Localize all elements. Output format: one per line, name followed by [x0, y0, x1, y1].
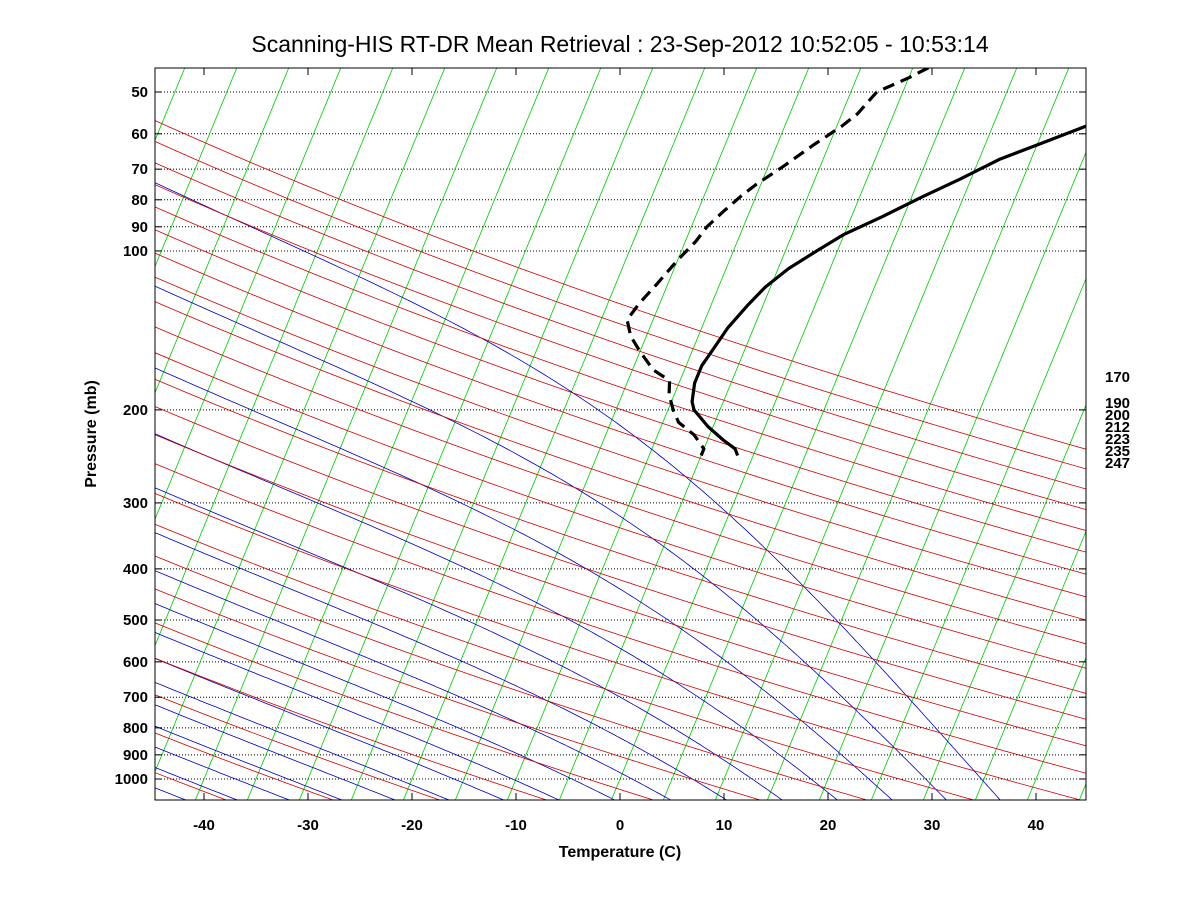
- y-tick-label: 700: [123, 689, 148, 706]
- dry-adiabat: [155, 120, 1086, 450]
- y-tick-label: 300: [123, 495, 148, 512]
- isotherm: [155, 68, 446, 773]
- y-tick-label: 60: [131, 126, 148, 143]
- isotherm: [766, 68, 1070, 800]
- isotherm: [870, 277, 1086, 800]
- x-tick-label: 10: [716, 817, 733, 834]
- x-tick-label: -30: [297, 817, 319, 834]
- isotherm: [922, 403, 1086, 800]
- y-axis-label: Pressure (mb): [83, 380, 100, 488]
- moist-adiabat: [155, 681, 450, 800]
- isotherm: [610, 68, 914, 800]
- isotherm: [818, 151, 1086, 800]
- profile-series: [625, 68, 1086, 457]
- moist-adiabat: [155, 570, 672, 800]
- moist-adiabat: [155, 367, 893, 800]
- x-tick-label: 30: [924, 817, 941, 834]
- y-tick-label: 50: [131, 84, 148, 101]
- y-tick-label: 1000: [115, 771, 148, 788]
- dry-adiabat: [155, 588, 762, 800]
- dry-adiabat: [155, 184, 1086, 510]
- moist-adiabat: [155, 182, 1001, 800]
- right-label: 247: [1105, 455, 1130, 472]
- dry-adiabat: [155, 352, 1086, 669]
- dry-adiabat: [155, 162, 1086, 490]
- dry-adiabat: [155, 229, 1086, 553]
- moist-adiabat: [155, 704, 396, 800]
- isotherm: [155, 68, 290, 394]
- isotherm: [402, 68, 706, 800]
- moist-adiabat: [155, 603, 616, 800]
- y-tick-label: 800: [123, 720, 148, 737]
- dry-adiabat-lines: [155, 120, 1086, 800]
- right-label: 223: [1105, 431, 1130, 448]
- x-axis-ticks: -40 -30 -20 -10 0 10 20 30 40: [193, 68, 1044, 834]
- x-axis-label: Temperature (C): [559, 844, 681, 861]
- dry-adiabat: [155, 523, 976, 800]
- x-tick-label: -10: [505, 817, 527, 834]
- isotherm: [246, 68, 550, 800]
- y-tick-label: 500: [123, 612, 148, 629]
- solid-profile-line: [690, 124, 1086, 457]
- isotherm: [1026, 656, 1086, 800]
- isotherm: [155, 68, 342, 521]
- isotherm-lines: [155, 68, 1086, 800]
- y-tick-label: 600: [123, 654, 148, 671]
- y-tick-label: 90: [131, 219, 148, 236]
- y-tick-label: 900: [123, 747, 148, 764]
- x-tick-label: 0: [616, 817, 624, 834]
- moist-adiabat: [155, 632, 560, 800]
- plot-area: [155, 68, 1086, 800]
- right-label: 235: [1105, 443, 1130, 460]
- moist-adiabat: [155, 487, 783, 800]
- isotherm: [662, 68, 966, 800]
- y-axis-ticks: 50 60 70 80 90 100 200 300 400 500 600 700 800 900 100…: [115, 84, 1086, 788]
- moist-adiabat: [155, 725, 343, 800]
- x-tick-label: 40: [1028, 817, 1045, 834]
- isotherm: [506, 68, 810, 800]
- y-tick-label: 200: [123, 402, 148, 419]
- right-label: 200: [1105, 407, 1130, 424]
- dry-adiabat: [155, 406, 1086, 720]
- dry-adiabat: [155, 463, 1086, 774]
- moist-adiabat: [155, 285, 947, 800]
- dry-adiabat: [155, 252, 1086, 575]
- dashed-profile-line: [625, 68, 930, 457]
- dry-adiabat: [155, 378, 1086, 694]
- y-tick-label: 80: [131, 192, 148, 209]
- dry-adiabat: [155, 276, 1086, 598]
- dry-adiabat: [155, 657, 548, 800]
- right-label: 170: [1105, 369, 1130, 386]
- isotherm: [155, 68, 238, 268]
- isotherm: [454, 68, 758, 800]
- moist-adiabat: [155, 746, 291, 800]
- y-tick-label: 100: [123, 243, 148, 260]
- y-tick-label: 70: [131, 161, 148, 178]
- dry-adiabat: [155, 326, 1086, 645]
- right-label: 212: [1105, 419, 1130, 436]
- dry-adiabat: [155, 206, 1086, 532]
- dry-adiabat: [155, 301, 1086, 621]
- isotherm: [155, 68, 394, 647]
- dry-adiabat: [155, 493, 1082, 800]
- moist-adiabat: [155, 658, 505, 800]
- moist-adiabat: [155, 767, 239, 800]
- x-tick-label: -40: [193, 817, 215, 834]
- moist-adiabat: [155, 433, 839, 800]
- x-tick-label: 20: [820, 817, 837, 834]
- x-tick-label: -20: [401, 817, 423, 834]
- dry-adiabat: [155, 555, 869, 800]
- dry-adiabat: [155, 434, 1086, 747]
- isotherm: [974, 530, 1086, 800]
- y-tick-label: 400: [123, 561, 148, 578]
- isotherm: [298, 68, 602, 800]
- right-label: 190: [1105, 395, 1130, 412]
- dry-adiabat: [155, 141, 1086, 470]
- chart-title: Scanning-HIS RT-DR Mean Retrieval : 23-S…: [251, 31, 988, 57]
- isotherm: [350, 68, 654, 800]
- dry-adiabat: [155, 622, 655, 800]
